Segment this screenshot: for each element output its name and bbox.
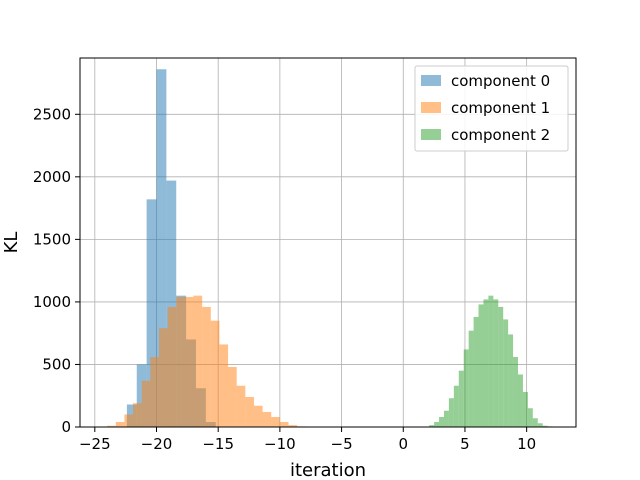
histogram-bar (542, 425, 548, 427)
histogram-bar (493, 299, 499, 427)
x-tick-label: 0 (398, 435, 408, 453)
x-tick-label: 10 (517, 435, 536, 453)
histogram-bar (463, 349, 469, 427)
legend-box (414, 65, 569, 152)
legend-swatch (421, 129, 441, 140)
histogram-bar (478, 304, 484, 427)
histogram-bar (124, 414, 134, 427)
legend-label: component 0 (451, 72, 550, 90)
histogram-bar (468, 330, 474, 427)
histogram-bar (453, 385, 459, 427)
histogram-bar (537, 423, 543, 427)
y-tick-label: 1000 (33, 293, 71, 311)
histogram-bar (448, 398, 454, 427)
x-tick-label: −25 (79, 435, 111, 453)
histogram-bar (508, 334, 514, 427)
histogram-bar (518, 374, 523, 427)
x-tick-label: −20 (141, 435, 173, 453)
histogram-bar (522, 391, 528, 427)
legend-label: component 1 (451, 99, 550, 117)
series-1-bars (107, 295, 306, 427)
y-tick-label: 1500 (33, 230, 71, 248)
y-tick-label: 2500 (33, 105, 71, 123)
x-tick-label: −15 (202, 435, 234, 453)
histogram-bar (184, 296, 194, 427)
x-tick-label: −5 (331, 435, 353, 453)
histogram-bars (107, 69, 553, 427)
legend-swatch (421, 102, 441, 113)
histogram-bar (498, 306, 504, 427)
histogram-bar (253, 405, 263, 427)
histogram-bar (146, 199, 157, 427)
histogram-bar (271, 416, 280, 427)
histogram-bar (193, 295, 203, 427)
histogram-bar (483, 299, 489, 427)
axes-frame (79, 57, 577, 428)
histogram-bar (288, 425, 298, 427)
histogram-bar (107, 425, 116, 427)
histogram-bar (429, 425, 435, 427)
histogram-bar (133, 403, 142, 427)
histogram-bar (473, 316, 479, 427)
histogram-bar (532, 418, 538, 427)
histogram-bar (228, 366, 237, 427)
y-tick-label: 500 (42, 355, 71, 373)
histogram-bar (245, 396, 254, 427)
histogram-bar (166, 180, 177, 427)
histogram-bar (262, 411, 272, 427)
y-axis-label: KL (1, 232, 22, 254)
histogram-bar (527, 408, 533, 427)
histogram-bar (488, 295, 494, 427)
histogram-bar (141, 380, 151, 427)
histogram-bar (443, 410, 449, 427)
histogram-bar (156, 69, 167, 427)
y-tick-label: 2000 (33, 168, 71, 186)
histogram-bar (219, 344, 229, 427)
histogram-bar (115, 421, 125, 427)
histogram-bar (176, 296, 185, 427)
histogram-bar (439, 416, 444, 427)
histogram-bar (458, 370, 464, 427)
histogram-bar (434, 421, 440, 427)
legend-label: component 2 (451, 126, 550, 144)
histogram-bar (202, 306, 211, 427)
legend-swatch (421, 75, 441, 86)
histogram-bar (513, 356, 519, 427)
histogram-bar (150, 356, 159, 427)
histogram-bar (158, 328, 168, 427)
x-tick-label: −10 (264, 435, 296, 453)
histogram-bar (167, 306, 177, 427)
axis-ticks: −25 −20 −15 −10 −5 0 5 10 0 500 1000 1500 2000 2500 (33, 105, 536, 453)
histogram-bar (279, 421, 289, 427)
y-tick-label: 0 (61, 418, 71, 436)
histogram-bar (210, 320, 220, 427)
histogram-bar (236, 385, 246, 427)
x-axis-label: iteration (290, 460, 366, 480)
x-tick-label: 5 (460, 435, 470, 453)
legend: component 0 component 1 component 2 (414, 65, 569, 152)
series-2-bars (429, 295, 553, 427)
histogram-bar (503, 319, 509, 427)
